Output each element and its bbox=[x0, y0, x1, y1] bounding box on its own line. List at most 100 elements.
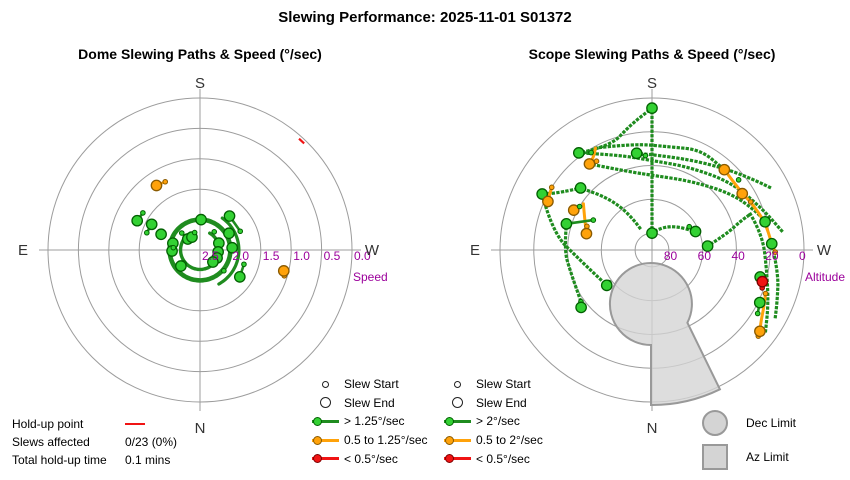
slew-end-marker bbox=[277, 265, 290, 277]
slew-end-marker bbox=[567, 204, 580, 216]
radial-tick-label: 1.5 bbox=[263, 249, 280, 263]
slew-end-marker bbox=[223, 210, 236, 222]
slew-start-icon bbox=[308, 380, 342, 388]
slew-end-marker bbox=[583, 158, 596, 170]
legend-item-label: 0.5 to 1.25°/sec bbox=[344, 433, 428, 448]
slew-end-marker bbox=[646, 227, 658, 239]
cardinal-label: N bbox=[647, 420, 658, 437]
info-label: Hold-up point bbox=[12, 417, 84, 432]
info-row: Total hold-up time 0.1 mins bbox=[12, 451, 177, 469]
legend-item-label: > 1.25°/sec bbox=[344, 414, 405, 429]
slew-start-marker bbox=[144, 229, 150, 236]
green-slew-marker-icon bbox=[440, 416, 474, 426]
slew-start-marker bbox=[642, 152, 649, 159]
slew-end-marker bbox=[223, 227, 235, 240]
slew-end-icon bbox=[308, 397, 342, 409]
dome-plot-grid bbox=[39, 89, 361, 411]
slew-start-marker bbox=[548, 184, 555, 191]
slew-end-marker bbox=[753, 296, 766, 309]
slew-start-marker bbox=[221, 267, 227, 274]
scope-plot: 80 60 40 20 0 Altitude S N E W bbox=[470, 75, 845, 437]
info-label: Slews affected bbox=[12, 435, 90, 450]
legend-item-label: Slew End bbox=[344, 395, 395, 410]
slew-end-marker bbox=[226, 241, 238, 254]
radial-tick-label: 80 bbox=[664, 249, 678, 263]
info-row: Slews affected 0/23 (0%) bbox=[12, 433, 177, 451]
limit-legend-label: Dec Limit bbox=[746, 416, 797, 430]
slew-end-marker bbox=[759, 215, 771, 228]
slew-end-marker bbox=[195, 213, 207, 226]
radial-tick-label: 1.0 bbox=[293, 249, 310, 263]
slew-start-marker bbox=[211, 228, 218, 235]
slew-path bbox=[587, 162, 768, 225]
legend-item: Slew Start bbox=[308, 375, 428, 394]
slew-end-marker bbox=[572, 147, 585, 159]
holdup-point-line-icon bbox=[125, 422, 145, 426]
slew-end-marker bbox=[765, 237, 778, 250]
scope-plot-title: Scope Slewing Paths & Speed (°/sec) bbox=[528, 46, 776, 62]
slew-end-marker bbox=[207, 256, 219, 268]
dome-rotation-arc bbox=[217, 216, 241, 286]
red-slew-marker-icon bbox=[440, 454, 474, 464]
slew-path bbox=[705, 211, 753, 249]
legend-item-label: > 2°/sec bbox=[476, 414, 520, 429]
slew-end-marker bbox=[175, 260, 187, 272]
legend-item-label: < 0.5°/sec bbox=[476, 451, 530, 466]
legend-item-label: < 0.5°/sec bbox=[344, 451, 398, 466]
red-slew-marker-icon bbox=[308, 454, 342, 464]
slew-start-icon bbox=[440, 380, 474, 388]
cardinal-label: E bbox=[470, 242, 480, 259]
slew-path bbox=[769, 241, 780, 323]
radial-tick-label: 0.5 bbox=[324, 249, 341, 263]
slew-start-marker bbox=[686, 223, 693, 230]
limit-legend-item: Az Limit bbox=[702, 440, 796, 474]
legend-item: > 1.25°/sec bbox=[308, 412, 428, 431]
legend-item: 0.5 to 2°/sec bbox=[440, 431, 543, 450]
radial-tick-label: 2.0 bbox=[232, 249, 249, 263]
holdup-point-mark bbox=[298, 137, 305, 145]
dec-limit-icon bbox=[702, 410, 728, 436]
slew-end-marker bbox=[701, 240, 714, 252]
legend-item: Slew End bbox=[440, 394, 543, 413]
slew-path bbox=[540, 192, 610, 288]
slew-path bbox=[578, 185, 642, 231]
dome-plot-labels: 2.5 2.0 1.5 1.0 0.5 0.0 Speed S N E W bbox=[18, 75, 388, 437]
legend-item-label: Slew Start bbox=[476, 377, 531, 392]
slew-end-marker bbox=[689, 225, 702, 238]
slew-start-marker bbox=[772, 249, 779, 255]
limit-legend-item: Dec Limit bbox=[702, 406, 796, 440]
holdup-info-block: Hold-up point Slews affected 0/23 (0%) Tota… bbox=[12, 415, 177, 470]
limits-legend: Dec Limit Az Limit bbox=[702, 406, 796, 474]
dome-plot-title: Dome Slewing Paths & Speed (°/sec) bbox=[78, 46, 322, 62]
slew-end-marker bbox=[736, 187, 749, 200]
info-row: Hold-up point bbox=[12, 415, 177, 433]
slew-start-marker bbox=[735, 177, 742, 183]
slew-start-marker bbox=[747, 199, 754, 205]
info-label: Total hold-up time bbox=[12, 453, 107, 468]
slew-start-marker bbox=[762, 290, 769, 297]
legend-item-label: 0.5 to 2°/sec bbox=[476, 433, 543, 448]
slew-path bbox=[748, 211, 770, 335]
radial-tick-label: 0 bbox=[799, 249, 806, 263]
dec-az-limit-region bbox=[608, 262, 722, 407]
cardinal-label: E bbox=[18, 242, 28, 259]
cardinal-label: S bbox=[647, 75, 657, 92]
slew-path bbox=[563, 222, 583, 304]
legend-item-label: Slew Start bbox=[344, 377, 399, 392]
slew-end-marker bbox=[718, 163, 731, 176]
az-limit-icon bbox=[702, 444, 728, 470]
slew-end-marker bbox=[155, 228, 167, 241]
slew-end-marker bbox=[580, 227, 593, 240]
slew-end-marker bbox=[560, 217, 573, 230]
cardinal-label: W bbox=[365, 242, 380, 259]
slew-start-marker bbox=[162, 178, 169, 185]
scope-plot-labels: 80 60 40 20 0 Altitude S N E W bbox=[470, 75, 845, 437]
cardinal-label: S bbox=[195, 75, 205, 92]
slew-end-marker bbox=[145, 218, 158, 231]
slew-end-marker bbox=[131, 214, 144, 227]
slew-start-marker bbox=[241, 261, 247, 268]
slew-end-marker bbox=[756, 275, 769, 288]
legend-item: Slew Start bbox=[440, 375, 543, 394]
radial-tick-label: 2.5 bbox=[202, 249, 219, 263]
